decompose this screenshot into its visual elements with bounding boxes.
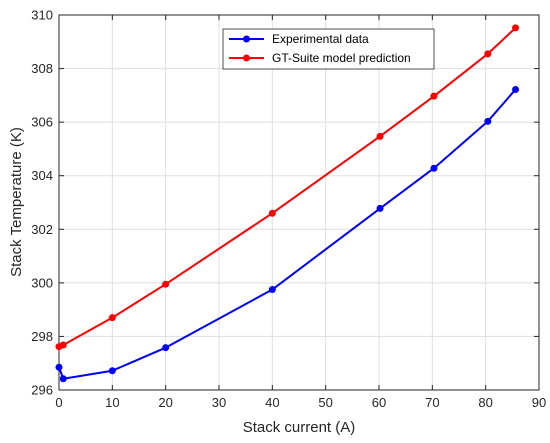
data-point-0 xyxy=(55,363,63,371)
x-tick-label: 80 xyxy=(478,395,492,410)
x-axis-label: Stack current (A) xyxy=(243,419,356,436)
y-axis-label: Stack Temperature (K) xyxy=(8,127,25,277)
x-tick-label: 20 xyxy=(158,395,172,410)
series-layer xyxy=(55,24,520,383)
y-tick-label: 298 xyxy=(31,329,53,344)
axis-ticks xyxy=(58,14,540,391)
data-point-0 xyxy=(484,117,492,125)
data-point-0 xyxy=(512,85,520,93)
legend-label-experimental: Experimental data xyxy=(272,32,369,46)
data-point-0 xyxy=(162,344,170,352)
legend-marker-experimental xyxy=(243,35,250,43)
legend-marker-model xyxy=(243,54,250,62)
x-tick-labels: 0 10 20 30 40 50 60 70 80 90 xyxy=(55,395,546,410)
data-point-1 xyxy=(162,280,170,288)
y-tick-label: 308 xyxy=(31,61,53,76)
data-point-1 xyxy=(376,132,384,140)
y-tick-label: 310 xyxy=(31,8,53,23)
y-tick-label: 302 xyxy=(31,222,53,237)
x-tick-label: 50 xyxy=(318,395,332,410)
y-tick-label: 296 xyxy=(31,383,53,398)
data-point-0 xyxy=(268,286,276,294)
y-tick-label: 300 xyxy=(31,275,53,290)
data-point-0 xyxy=(376,204,384,212)
x-tick-label: 30 xyxy=(212,395,226,410)
legend-box xyxy=(222,28,435,70)
plot-frame xyxy=(58,14,540,391)
data-point-1 xyxy=(430,92,438,100)
x-tick-label: 70 xyxy=(425,395,439,410)
x-tick-label: 60 xyxy=(372,395,386,410)
y-tick-label: 304 xyxy=(31,168,53,183)
x-tick-label: 0 xyxy=(55,395,62,410)
data-point-1 xyxy=(108,314,116,322)
data-point-0 xyxy=(59,375,67,383)
data-point-1 xyxy=(484,50,492,58)
x-tick-label: 40 xyxy=(265,395,279,410)
legend-label-model: GT-Suite model prediction xyxy=(272,51,411,65)
data-point-0 xyxy=(108,367,116,375)
data-point-1 xyxy=(512,24,520,32)
x-tick-label: 90 xyxy=(532,395,546,410)
data-point-0 xyxy=(430,164,438,172)
y-tick-labels: 296 298 300 302 304 306 308 310 xyxy=(31,8,53,398)
data-point-1 xyxy=(59,341,67,349)
data-point-1 xyxy=(268,209,276,217)
x-tick-label: 10 xyxy=(105,395,119,410)
legend: Experimental data GT-Suite model predict… xyxy=(222,28,435,70)
y-tick-label: 306 xyxy=(31,115,53,130)
